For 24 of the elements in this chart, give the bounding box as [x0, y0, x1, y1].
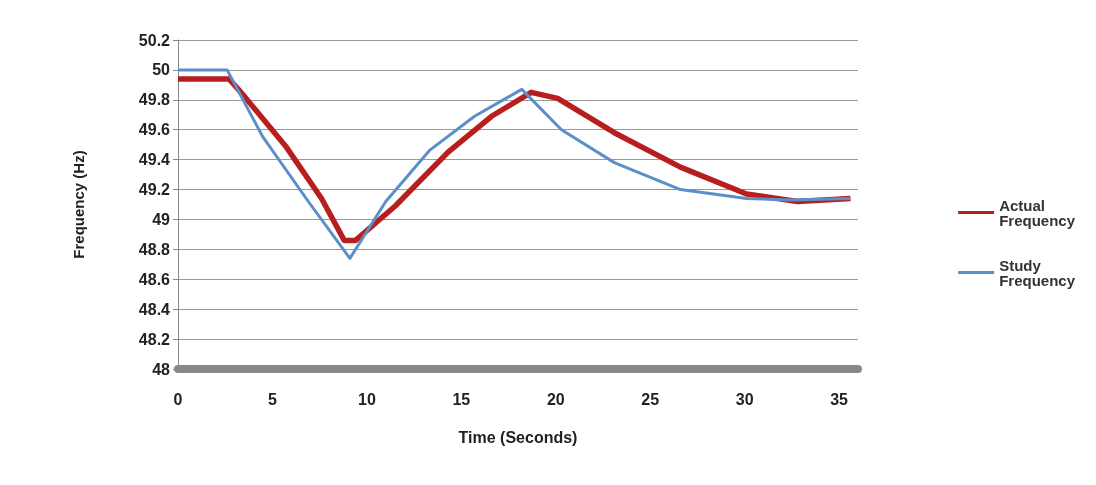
y-tick-label: 49.6: [138, 121, 171, 139]
y-tick-label: 48: [152, 360, 171, 378]
x-tick-label: 35: [830, 390, 849, 408]
y-tick-label: 49.8: [138, 91, 171, 109]
x-tick-label: 10: [357, 390, 376, 408]
y-tick-label: 48.4: [138, 300, 171, 318]
x-tick-label: 25: [641, 390, 660, 408]
y-tick-label: 49.4: [138, 151, 171, 169]
legend-label: Actual Frequency: [999, 196, 1076, 229]
x-axis-title: Time (Seconds): [458, 428, 578, 446]
y-tick-label: 48.6: [138, 270, 171, 288]
x-tick-label: 0: [173, 390, 183, 408]
y-tick-label: 49.2: [138, 181, 171, 199]
x-tick-label: 20: [546, 390, 565, 408]
y-tick-label: 48.2: [138, 330, 171, 348]
y-axis-title: Frequency (Hz): [70, 150, 87, 259]
legend-label: Study Frequency: [999, 256, 1076, 289]
x-tick-label: 15: [452, 390, 471, 408]
x-tick-label: 5: [267, 390, 277, 408]
y-tick-label: 50.2: [138, 31, 171, 49]
y-tick-label: 48.8: [138, 240, 171, 258]
y-tick-label: 50: [152, 61, 171, 79]
y-tick-label: 49: [152, 210, 171, 228]
x-tick-label: 30: [735, 390, 754, 408]
